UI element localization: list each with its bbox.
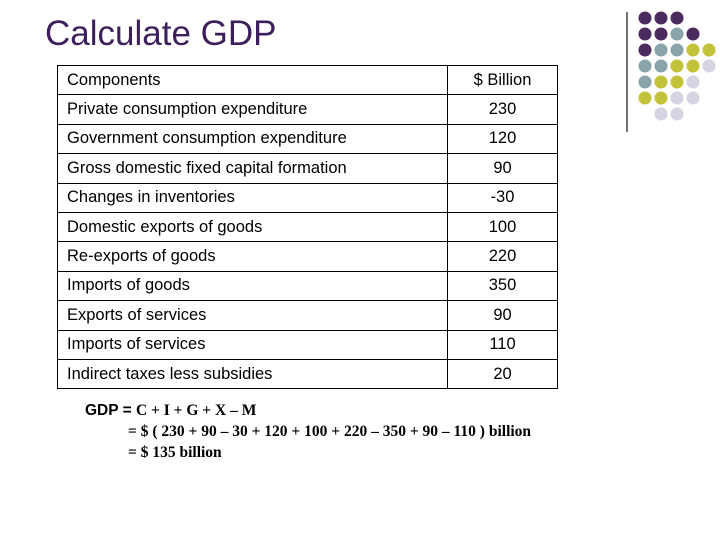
component-cell: Domestic exports of goods [57, 211, 448, 243]
table-row: Domestic exports of goods 100 [57, 211, 558, 243]
value-cell: 90 [447, 300, 558, 331]
decoration [626, 11, 716, 132]
value-cell: -30 [447, 182, 558, 213]
header-cell: Components [57, 64, 448, 96]
table-row: Government consumption expenditure 120 [57, 123, 558, 155]
formula-expression: C + I + G + X – M [135, 402, 257, 419]
component-cell: Indirect taxes less subsidies [57, 358, 448, 390]
formula: GDP = C + I + G + X – M = $ ( 230 + 90 –… [85, 400, 531, 463]
table-row: Private consumption expenditure 230 [57, 94, 558, 125]
table-row: Indirect taxes less subsidies 20 [57, 358, 558, 390]
component-cell: Exports of services [57, 300, 448, 331]
table-row: Gross domestic fixed capital formation 90 [57, 153, 558, 184]
value-cell: 110 [447, 329, 558, 360]
component-cell: Private consumption expenditure [57, 94, 448, 125]
component-cell: Government consumption expenditure [57, 123, 448, 155]
table-row: Imports of services 110 [57, 329, 558, 360]
table-row: Imports of goods 350 [57, 270, 558, 302]
component-cell: Re-exports of goods [57, 241, 448, 272]
value-cell: 350 [447, 270, 558, 302]
title: Calculate GDP [45, 14, 277, 53]
table-row: Exports of services 90 [57, 300, 558, 331]
header-row: Components $ Billion [57, 64, 558, 96]
header-cell: $ Billion [447, 64, 558, 96]
component-cell: Imports of services [57, 329, 448, 360]
value-cell: 100 [447, 211, 558, 243]
component-cell: Changes in inventories [57, 182, 448, 213]
gdp-table: Components $ Billion Private consumption… [57, 64, 558, 390]
table-row: Re-exports of goods 220 [57, 241, 558, 272]
value-cell: 220 [447, 241, 558, 272]
component-cell: Imports of goods [57, 270, 448, 302]
formula-step: = $ ( 230 + 90 – 30 + 120 + 100 + 220 – … [128, 423, 532, 440]
formula-step: = $ 135 billion [128, 444, 222, 461]
table-row: Changes in inventories -30 [57, 182, 558, 213]
dot-grid [638, 11, 716, 121]
value-cell: 20 [447, 358, 558, 390]
value-cell: 120 [447, 123, 558, 155]
value-cell: 90 [447, 153, 558, 184]
formula-label: GDP = [85, 402, 132, 419]
value-cell: 230 [447, 94, 558, 125]
component-cell: Gross domestic fixed capital formation [57, 153, 448, 184]
